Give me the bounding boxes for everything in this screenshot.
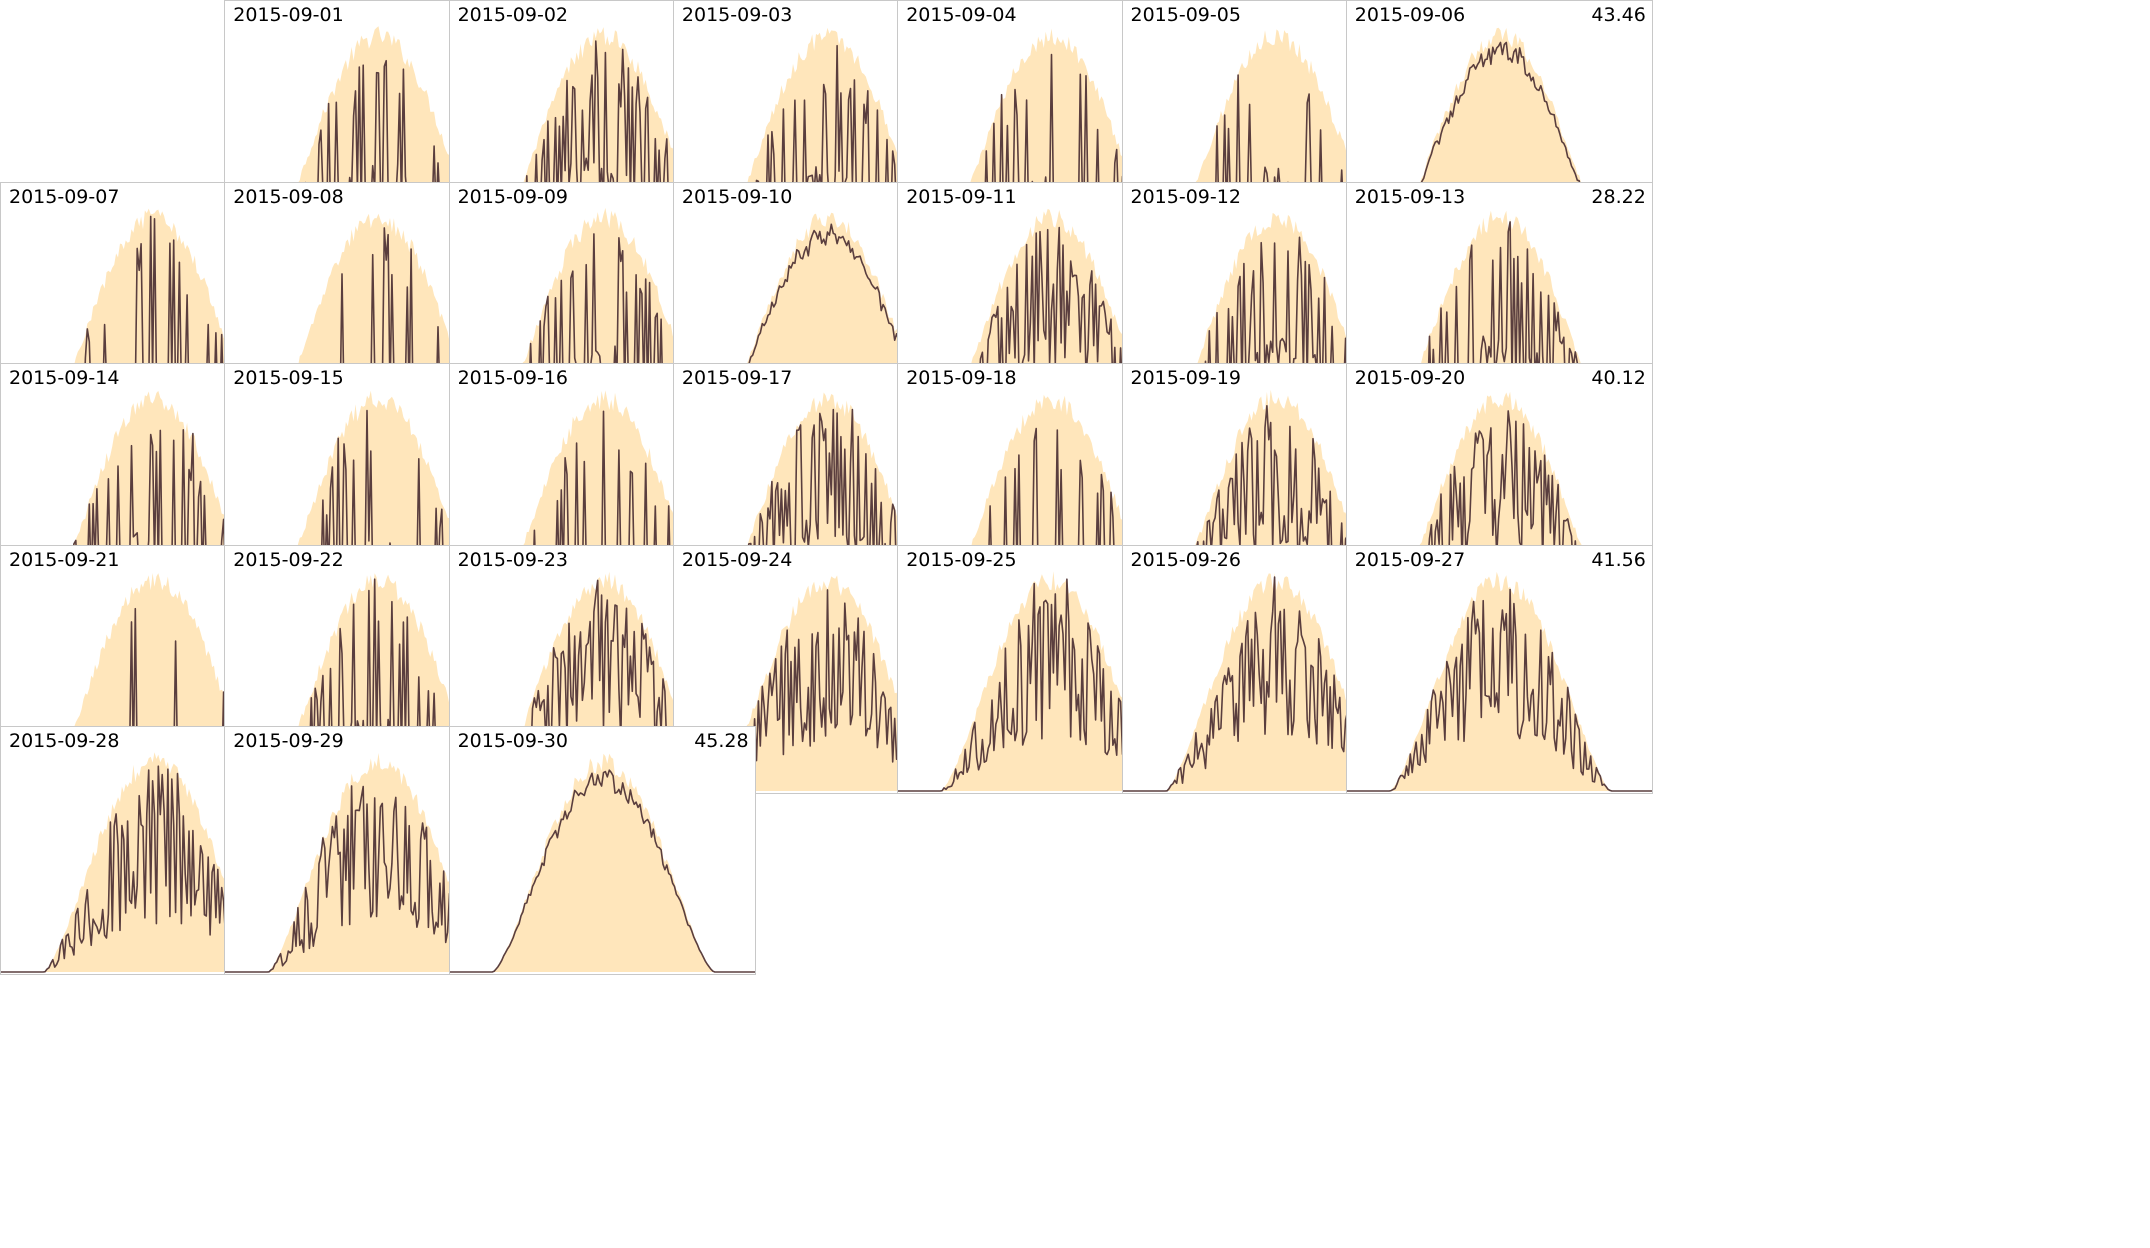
day-date-label: 2015-09-03 <box>681 4 793 26</box>
day-date-label: 2015-09-26 <box>1130 548 1241 571</box>
day-date-label: 2015-09-15 <box>233 367 344 390</box>
day-date-label: 2015-09-02 <box>457 4 569 26</box>
day-total-label: 28.22 <box>1591 185 1646 208</box>
production-line <box>1346 588 1652 792</box>
day-date-label: 2015-09-20 <box>1354 367 1466 390</box>
day-date-label: 2015-09-21 <box>9 548 120 571</box>
day-date-label: 2015-09-14 <box>9 367 120 390</box>
day-date-label: 2015-09-09 <box>457 185 569 208</box>
day-date-label: 2015-09-22 <box>233 548 344 571</box>
day-date-label: 2015-09-28 <box>9 730 120 753</box>
day-date-label: 2015-09-25 <box>906 548 1017 571</box>
day-plot <box>1346 571 1652 792</box>
day-date-label: 2015-09-05 <box>1130 4 1241 26</box>
day-date-label: 2015-09-24 <box>681 548 793 571</box>
day-total-label: 40.12 <box>1591 367 1646 390</box>
day-date-label: 2015-09-06 <box>1354 4 1466 26</box>
day-date-label: 2015-09-18 <box>906 367 1017 390</box>
day-date-label: 2015-09-07 <box>9 185 120 208</box>
day-date-label: 2015-09-04 <box>906 4 1017 26</box>
day-date-label: 2015-09-30 <box>457 730 569 753</box>
day-cell: 2015-09-27 41.56 <box>1345 544 1653 794</box>
day-plot <box>449 753 755 974</box>
day-date-label: 2015-09-08 <box>233 185 344 208</box>
day-date-label: 2015-09-10 <box>681 185 793 208</box>
day-total-label: 45.28 <box>694 730 749 753</box>
day-date-label: 2015-09-27 <box>1354 548 1466 571</box>
day-cell: 2015-09-30 45.28 <box>448 726 756 976</box>
day-date-label: 2015-09-11 <box>906 185 1017 208</box>
day-date-label: 2015-09-12 <box>1130 185 1241 208</box>
day-date-label: 2015-09-23 <box>457 548 569 571</box>
day-date-label: 2015-09-29 <box>233 730 344 753</box>
day-date-label: 2015-09-13 <box>1354 185 1466 208</box>
envelope-band-0 <box>449 753 755 973</box>
production-line <box>449 769 755 974</box>
day-total-label: 43.46 <box>1591 4 1646 26</box>
day-date-label: 2015-09-17 <box>681 367 793 390</box>
day-date-label: 2015-09-16 <box>457 367 569 390</box>
day-date-label: 2015-09-19 <box>1130 367 1241 390</box>
day-total-label: 41.56 <box>1591 548 1646 571</box>
day-date-label: 2015-09-01 <box>233 4 344 26</box>
